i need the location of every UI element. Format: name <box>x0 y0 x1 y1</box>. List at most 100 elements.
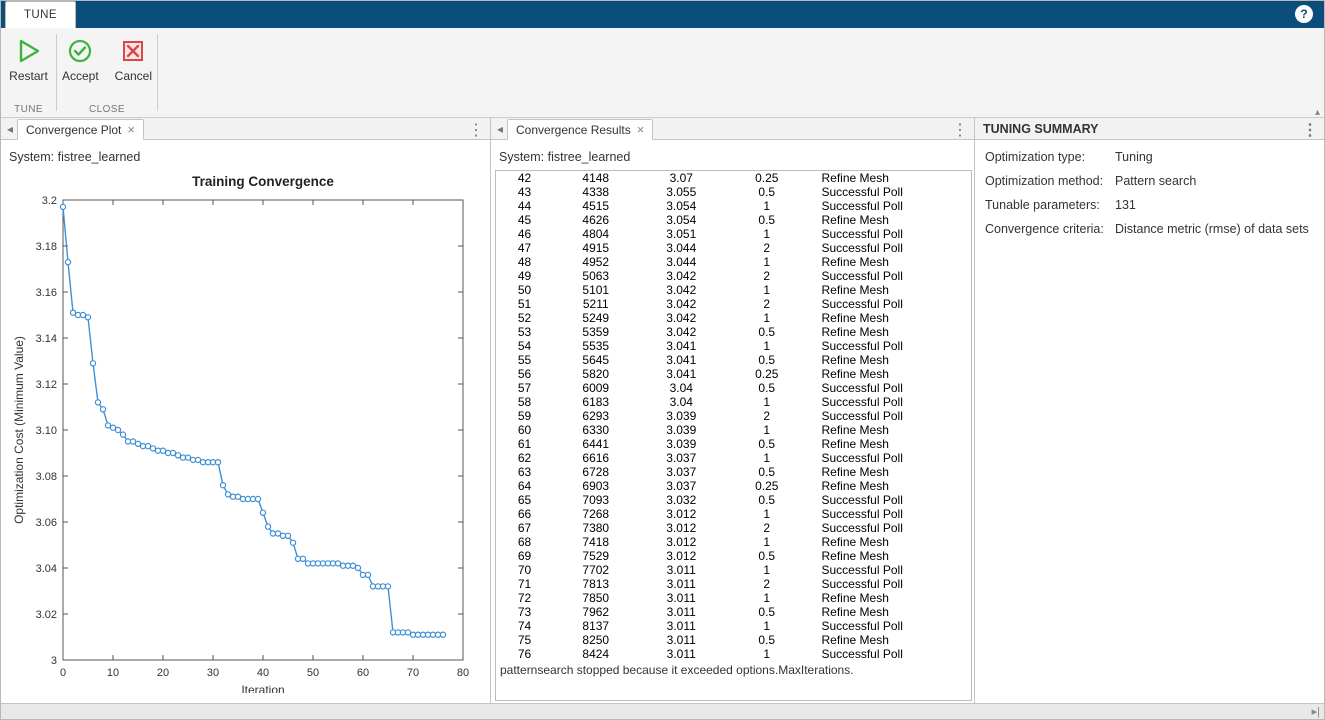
summary-row: Optimization method:Pattern search <box>985 174 1314 188</box>
next-page-icon[interactable]: ▸| <box>1312 705 1320 718</box>
table-row: 5252493.0421Refine Mesh <box>496 311 971 325</box>
table-row: 7481373.0111Successful Poll <box>496 619 971 633</box>
svg-text:Optimization Cost (Minimum Val: Optimization Cost (Minimum Value) <box>12 336 26 524</box>
help-button[interactable]: ? <box>1290 4 1318 24</box>
svg-text:Iteration: Iteration <box>241 683 284 693</box>
table-row: 6874183.0121Refine Mesh <box>496 535 971 549</box>
table-row: 4445153.0541Successful Poll <box>496 199 971 213</box>
table-row: 5353593.0420.5Refine Mesh <box>496 325 971 339</box>
restart-label: Restart <box>9 69 48 83</box>
svg-text:3.12: 3.12 <box>36 379 57 391</box>
main-content: ◂ Convergence Plot × ⋮ System: fistree_l… <box>1 118 1324 703</box>
svg-text:60: 60 <box>357 667 369 679</box>
results-panel-header: ◂ Convergence Results × ⋮ <box>491 118 974 140</box>
svg-text:3.16: 3.16 <box>36 287 57 299</box>
svg-text:20: 20 <box>157 667 169 679</box>
table-row: 5861833.041Successful Poll <box>496 395 971 409</box>
svg-text:3.10: 3.10 <box>36 425 57 437</box>
restart-button[interactable]: Restart <box>4 34 53 86</box>
summary-title: TUNING SUMMARY <box>983 122 1099 136</box>
bottom-bar: ▸| <box>1 703 1324 719</box>
tool-group-close: Accept Cancel CLOSE <box>57 28 157 117</box>
summary-row: Tunable parameters:131 <box>985 198 1314 212</box>
stop-message: patternsearch stopped because it exceede… <box>496 661 971 679</box>
results-panel-body: System: fistree_learned 4241483.070.25Re… <box>491 140 974 703</box>
table-row: 4241483.070.25Refine Mesh <box>496 171 971 185</box>
play-icon <box>15 37 43 65</box>
panel-convergence-results: ◂ Convergence Results × ⋮ System: fistre… <box>491 118 975 703</box>
tab-convergence-results[interactable]: Convergence Results × <box>507 119 653 140</box>
tool-group-tune: Restart TUNE <box>1 28 56 117</box>
table-row: 6672683.0121Successful Poll <box>496 507 971 521</box>
panel-convergence-plot: ◂ Convergence Plot × ⋮ System: fistree_l… <box>1 118 491 703</box>
svg-text:3.14: 3.14 <box>36 333 57 345</box>
table-row: 4546263.0540.5Refine Mesh <box>496 213 971 227</box>
table-row: 6570933.0320.5Successful Poll <box>496 493 971 507</box>
svg-text:3.18: 3.18 <box>36 241 57 253</box>
plot-panel-header: ◂ Convergence Plot × ⋮ <box>1 118 490 140</box>
svg-text:3.08: 3.08 <box>36 471 57 483</box>
summary-row: Optimization type:Tuning <box>985 150 1314 164</box>
table-row: 4749153.0442Successful Poll <box>496 241 971 255</box>
table-row: 4950633.0422Successful Poll <box>496 269 971 283</box>
summary-panel-menu[interactable]: ⋮ <box>1302 120 1318 140</box>
tab-convergence-results-label: Convergence Results <box>516 123 631 137</box>
results-panel-menu[interactable]: ⋮ <box>952 120 968 140</box>
plot-panel-body: System: fistree_learned Training Converg… <box>1 140 490 703</box>
cancel-button[interactable]: Cancel <box>110 34 157 86</box>
table-row: 6469033.0370.25Refine Mesh <box>496 479 971 493</box>
close-tab-results[interactable]: × <box>637 123 645 136</box>
table-row: 7582503.0110.5Refine Mesh <box>496 633 971 647</box>
table-row: 6773803.0122Successful Poll <box>496 521 971 535</box>
svg-text:80: 80 <box>457 667 469 679</box>
results-tab-prev[interactable]: ◂ <box>493 118 507 139</box>
tab-convergence-plot[interactable]: Convergence Plot × <box>17 119 144 140</box>
summary-panel-body: Optimization type:Tuning Optimization met… <box>975 140 1324 703</box>
plot-tab-prev[interactable]: ◂ <box>3 118 17 139</box>
cancel-label: Cancel <box>115 69 152 83</box>
svg-text:3.06: 3.06 <box>36 517 57 529</box>
topbar: TUNE ? <box>1 1 1324 28</box>
table-row: 6164413.0390.5Refine Mesh <box>496 437 971 451</box>
tab-convergence-plot-label: Convergence Plot <box>26 123 121 137</box>
toolbar: Restart TUNE Accept Cancel <box>1 28 1324 118</box>
x-square-icon <box>119 37 147 65</box>
svg-text:10: 10 <box>107 667 119 679</box>
table-row: 5658203.0410.25Refine Mesh <box>496 367 971 381</box>
table-row: 5152113.0422Successful Poll <box>496 297 971 311</box>
table-row: 5760093.040.5Successful Poll <box>496 381 971 395</box>
table-row: 7278503.0111Refine Mesh <box>496 591 971 605</box>
accept-label: Accept <box>62 69 99 83</box>
chart-container: Training Convergence33.023.043.063.083.1… <box>1 170 490 703</box>
table-row: 4849523.0441Refine Mesh <box>496 255 971 269</box>
panel-tuning-summary: TUNING SUMMARY ⋮ Optimization type:Tunin… <box>975 118 1324 703</box>
svg-text:70: 70 <box>407 667 419 679</box>
summary-list: Optimization type:Tuning Optimization met… <box>975 140 1324 256</box>
table-row: 5455353.0411Successful Poll <box>496 339 971 353</box>
check-circle-icon <box>66 37 94 65</box>
results-table: 4241483.070.25Refine Mesh4343383.0550.5S… <box>496 171 971 661</box>
svg-text:Training Convergence: Training Convergence <box>192 174 334 189</box>
tab-tune[interactable]: TUNE <box>5 1 76 28</box>
summary-row: Convergence criteria:Distance metric (rm… <box>985 222 1314 236</box>
accept-button[interactable]: Accept <box>57 34 104 86</box>
table-row: 4648043.0511Successful Poll <box>496 227 971 241</box>
plot-panel-menu[interactable]: ⋮ <box>468 120 484 140</box>
svg-text:50: 50 <box>307 667 319 679</box>
results-system-label: System: fistree_learned <box>491 140 974 168</box>
table-row: 7178133.0112Successful Poll <box>496 577 971 591</box>
table-row: 7077023.0111Successful Poll <box>496 563 971 577</box>
table-row: 6367283.0370.5Refine Mesh <box>496 465 971 479</box>
help-icon: ? <box>1295 5 1313 23</box>
table-row: 5556453.0410.5Refine Mesh <box>496 353 971 367</box>
group-label-tune: TUNE <box>1 104 56 115</box>
results-scroll[interactable]: 4241483.070.25Refine Mesh4343383.0550.5S… <box>495 170 972 701</box>
table-row: 7379623.0110.5Refine Mesh <box>496 605 971 619</box>
convergence-chart: Training Convergence33.023.043.063.083.1… <box>3 170 489 693</box>
svg-text:0: 0 <box>60 667 66 679</box>
table-row: 6063303.0391Refine Mesh <box>496 423 971 437</box>
toolbar-collapse-handle[interactable]: ▴ <box>1302 107 1320 117</box>
close-tab-plot[interactable]: × <box>127 123 135 136</box>
table-row: 5962933.0392Successful Poll <box>496 409 971 423</box>
svg-text:30: 30 <box>207 667 219 679</box>
